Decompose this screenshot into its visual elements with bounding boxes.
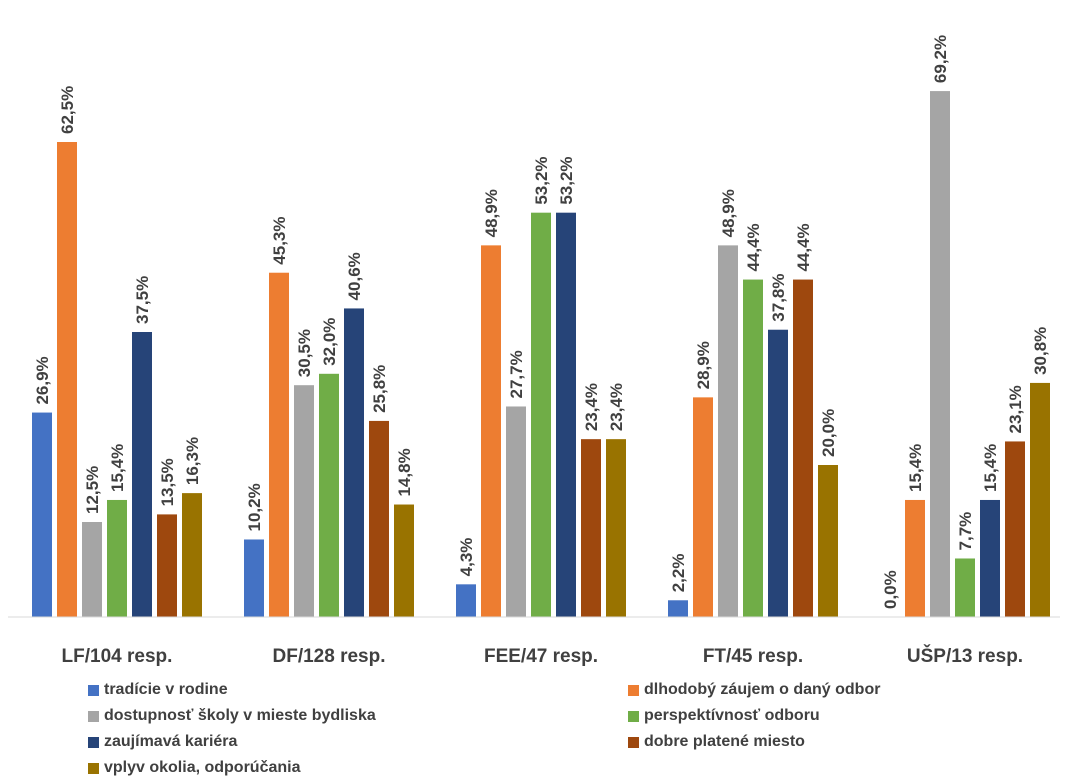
legend-swatch [628, 685, 639, 696]
data-label: 37,8% [769, 274, 788, 322]
data-label: 37,5% [133, 276, 152, 324]
legend-label: dobre platené miesto [644, 733, 805, 751]
bar [531, 213, 551, 617]
data-label: 30,5% [295, 329, 314, 377]
legend-label: zaujímavá kariéra [104, 733, 237, 751]
data-label: 27,7% [507, 350, 526, 398]
bar [668, 600, 688, 617]
legend-label: vplyv okolia, odporúčania [104, 759, 301, 777]
bar [506, 406, 526, 617]
bar [793, 280, 813, 617]
legend-label: perspektívnosť odboru [644, 707, 820, 725]
bar [369, 421, 389, 617]
bar [1030, 383, 1050, 617]
data-label: 16,3% [183, 437, 202, 485]
data-label: 4,3% [457, 538, 476, 577]
legend: tradície v rodine dlhodobý záujem o daný … [88, 680, 1048, 778]
bar [955, 558, 975, 617]
data-label: 0,0% [881, 570, 900, 609]
bar [581, 439, 601, 617]
legend-item: dlhodobý záujem o daný odbor [628, 680, 1048, 700]
legend-swatch [628, 711, 639, 722]
bar [344, 308, 364, 617]
bar [693, 397, 713, 617]
bar [132, 332, 152, 617]
data-label: 13,5% [158, 458, 177, 506]
bar [319, 374, 339, 617]
data-label: 44,4% [744, 223, 763, 271]
bar [456, 584, 476, 617]
category-label: DF/128 resp. [273, 646, 386, 667]
bar [32, 413, 52, 617]
data-label: 53,2% [557, 156, 576, 204]
data-label: 14,8% [395, 448, 414, 496]
bar [818, 465, 838, 617]
data-label: 69,2% [931, 35, 950, 83]
bar [980, 500, 1000, 617]
legend-swatch [88, 737, 99, 748]
bar [294, 385, 314, 617]
data-label: 23,4% [582, 383, 601, 431]
legend-label: tradície v rodine [104, 681, 228, 699]
legend-item: dobre platené miesto [628, 732, 1048, 752]
legend-swatch [88, 763, 99, 774]
data-label: 48,9% [482, 189, 501, 237]
data-label: 7,7% [956, 512, 975, 551]
data-label: 25,8% [370, 365, 389, 413]
data-label: 26,9% [33, 356, 52, 404]
legend-item: dostupnosť školy v mieste bydliska [88, 706, 628, 726]
bar [718, 245, 738, 617]
legend-label: dostupnosť školy v mieste bydliska [104, 707, 376, 725]
data-label: 53,2% [532, 156, 551, 204]
bar [606, 439, 626, 617]
data-label: 28,9% [694, 341, 713, 389]
legend-swatch [88, 685, 99, 696]
data-label: 2,2% [669, 554, 688, 593]
category-label: UŠP/13 resp. [907, 645, 1023, 667]
data-label: 62,5% [58, 86, 77, 134]
category-label: FT/45 resp. [703, 646, 803, 667]
data-label: 15,4% [906, 444, 925, 492]
bar [107, 500, 127, 617]
legend-swatch [88, 711, 99, 722]
bar [768, 330, 788, 617]
bar [394, 505, 414, 617]
bar [905, 500, 925, 617]
legend-item: perspektívnosť odboru [628, 706, 1048, 726]
bar [244, 539, 264, 617]
bar [1005, 441, 1025, 617]
data-label: 44,4% [794, 223, 813, 271]
data-label: 40,6% [345, 252, 364, 300]
category-label: FEE/47 resp. [484, 646, 598, 667]
bar [82, 522, 102, 617]
data-label: 48,9% [719, 189, 738, 237]
legend-item: zaujímavá kariéra [88, 732, 628, 752]
data-label: 30,8% [1031, 327, 1050, 375]
bar [182, 493, 202, 617]
data-label: 23,1% [1006, 385, 1025, 433]
data-label: 32,0% [320, 318, 339, 366]
bar-chart: 26,9% 10,2% 4,3% 2,2% 0,0% 62,5% 45,3% 48,9% 28,… [0, 0, 1069, 670]
bar [157, 514, 177, 617]
data-label: 15,4% [981, 444, 1000, 492]
bar [930, 91, 950, 617]
legend-item: vplyv okolia, odporúčania [88, 758, 628, 778]
bar [556, 213, 576, 617]
data-label: 45,3% [270, 217, 289, 265]
data-label: 12,5% [83, 466, 102, 514]
data-label: 23,4% [607, 383, 626, 431]
data-label: 20,0% [819, 409, 838, 457]
category-label: LF/104 resp. [62, 646, 173, 667]
bar [481, 245, 501, 617]
bar [743, 280, 763, 617]
bar [57, 142, 77, 617]
legend-item: tradície v rodine [88, 680, 628, 700]
data-label: 15,4% [108, 444, 127, 492]
bar [269, 273, 289, 617]
data-label: 10,2% [245, 483, 264, 531]
legend-label: dlhodobý záujem o daný odbor [644, 681, 880, 699]
legend-swatch [628, 737, 639, 748]
